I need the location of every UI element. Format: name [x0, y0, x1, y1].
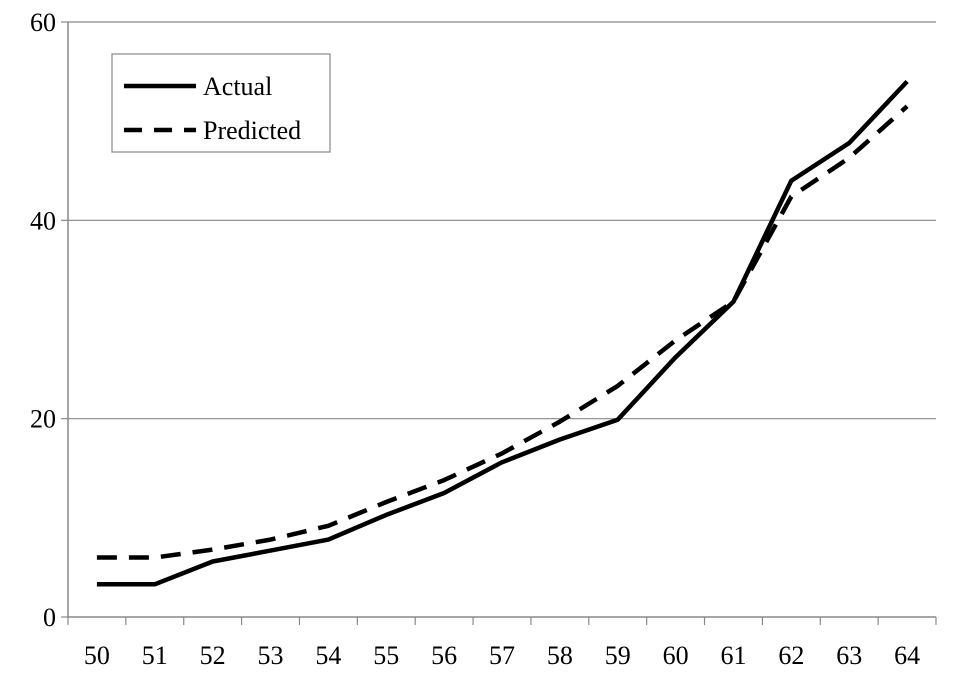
axes: [67, 22, 936, 618]
x-tick-labels: 50 51 52 53 54 55 56 57 58 59 60 61 62 63 64: [67, 617, 937, 670]
x-tick-label: 55: [373, 641, 399, 670]
legend-label-predicted: Predicted: [203, 116, 301, 145]
x-tick-label: 51: [142, 641, 168, 670]
series-line-actual: [96, 79, 909, 587]
x-tick-label: 54: [315, 641, 341, 670]
x-tick-label: 58: [547, 641, 573, 670]
legend-label-actual: Actual: [203, 72, 272, 101]
x-tick-label: 50: [84, 641, 110, 670]
x-tick-label: 64: [894, 641, 920, 670]
data-series: [96, 79, 909, 587]
legend: Actual Predicted: [111, 53, 331, 153]
gridlines: [68, 21, 936, 420]
x-tick-label: 62: [778, 641, 804, 670]
y-tick-label: 60: [30, 8, 56, 37]
x-tick-label: 63: [836, 641, 862, 670]
x-tick-label: 60: [663, 641, 689, 670]
legend-box: [111, 53, 331, 153]
y-tick-label: 40: [30, 206, 56, 235]
x-tick-label: 57: [489, 641, 515, 670]
y-tick-label: 0: [43, 603, 56, 632]
x-tick-label: 61: [720, 641, 746, 670]
series-line-predicted: [96, 104, 909, 560]
x-tick-label: 53: [258, 641, 284, 670]
x-tick-label: 59: [605, 641, 631, 670]
y-tick-label: 20: [30, 405, 56, 434]
y-tick-labels: 0 20 40 60: [30, 8, 68, 632]
x-tick-label: 52: [200, 641, 226, 670]
x-tick-label: 56: [431, 641, 457, 670]
